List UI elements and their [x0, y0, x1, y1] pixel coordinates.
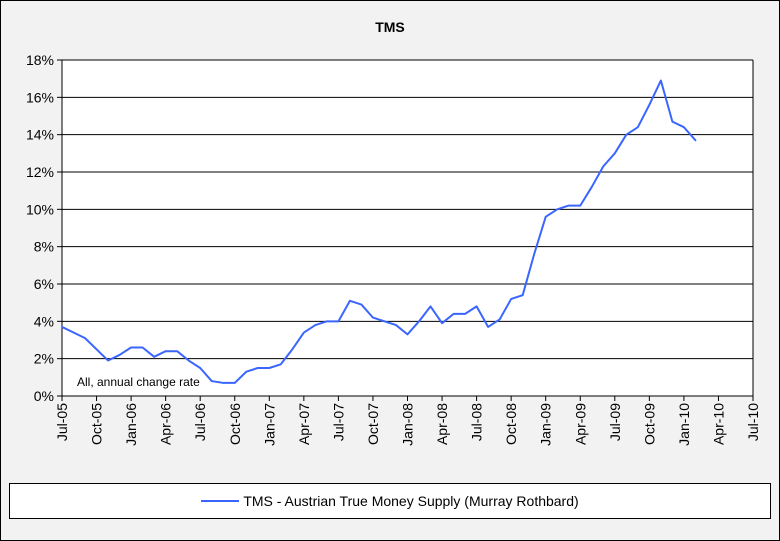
x-tick-label: Oct-05: [89, 403, 105, 445]
x-tick-label: Apr-07: [296, 403, 312, 445]
series-line: [61, 79, 697, 384]
x-tick-label: Jul-06: [192, 403, 208, 441]
x-tick-label: Jul-10: [745, 403, 761, 441]
x-tick-label: Jul-05: [54, 403, 70, 441]
y-tick-label: 12%: [26, 164, 54, 180]
y-tick-label: 16%: [26, 89, 54, 105]
x-tick-label: Jul-09: [607, 403, 623, 441]
chart-annotation: All, annual change rate: [77, 375, 200, 389]
x-tick-label: Jan-06: [123, 403, 139, 446]
y-tick-label: 14%: [26, 127, 54, 143]
plot-area: [62, 60, 753, 396]
x-tick-label: Oct-07: [365, 403, 381, 445]
y-tick-label: 4%: [34, 313, 54, 329]
chart-title: TMS: [375, 19, 405, 35]
x-tick-label: Apr-08: [434, 403, 450, 445]
line-chart: 0% 2% 4% 6% 8% 10% 12% 14% 16% 18% Jul-05 Oct-05 Ja…: [26, 52, 761, 446]
y-tick-label: 18%: [26, 52, 54, 68]
x-tick-label: Jul-07: [330, 403, 346, 441]
x-tick-label: Jul-08: [469, 403, 485, 441]
x-tick-label: Jan-08: [400, 403, 416, 446]
x-tick-label: Oct-09: [641, 403, 657, 445]
x-tick-label: Apr-06: [158, 403, 174, 445]
legend-swatch: [201, 500, 240, 502]
y-tick-label: 6%: [34, 276, 54, 292]
y-tick-label: 8%: [34, 239, 54, 255]
y-tick-label: 2%: [34, 351, 54, 367]
x-tick-label: Jan-09: [538, 403, 554, 446]
x-tick-label: Oct-06: [227, 403, 243, 445]
y-tick-label: 10%: [26, 201, 54, 217]
y-tick-label: 0%: [34, 388, 54, 404]
legend-label: TMS - Austrian True Money Supply (Murray…: [243, 493, 579, 509]
x-tick-label: Apr-10: [710, 403, 726, 445]
x-tick-label: Jan-10: [676, 403, 692, 446]
x-tick-label: Jan-07: [261, 403, 277, 446]
legend: TMS - Austrian True Money Supply (Murray…: [9, 483, 771, 519]
x-tick-label: Apr-09: [572, 403, 588, 445]
x-tick-label: Oct-08: [503, 403, 519, 445]
